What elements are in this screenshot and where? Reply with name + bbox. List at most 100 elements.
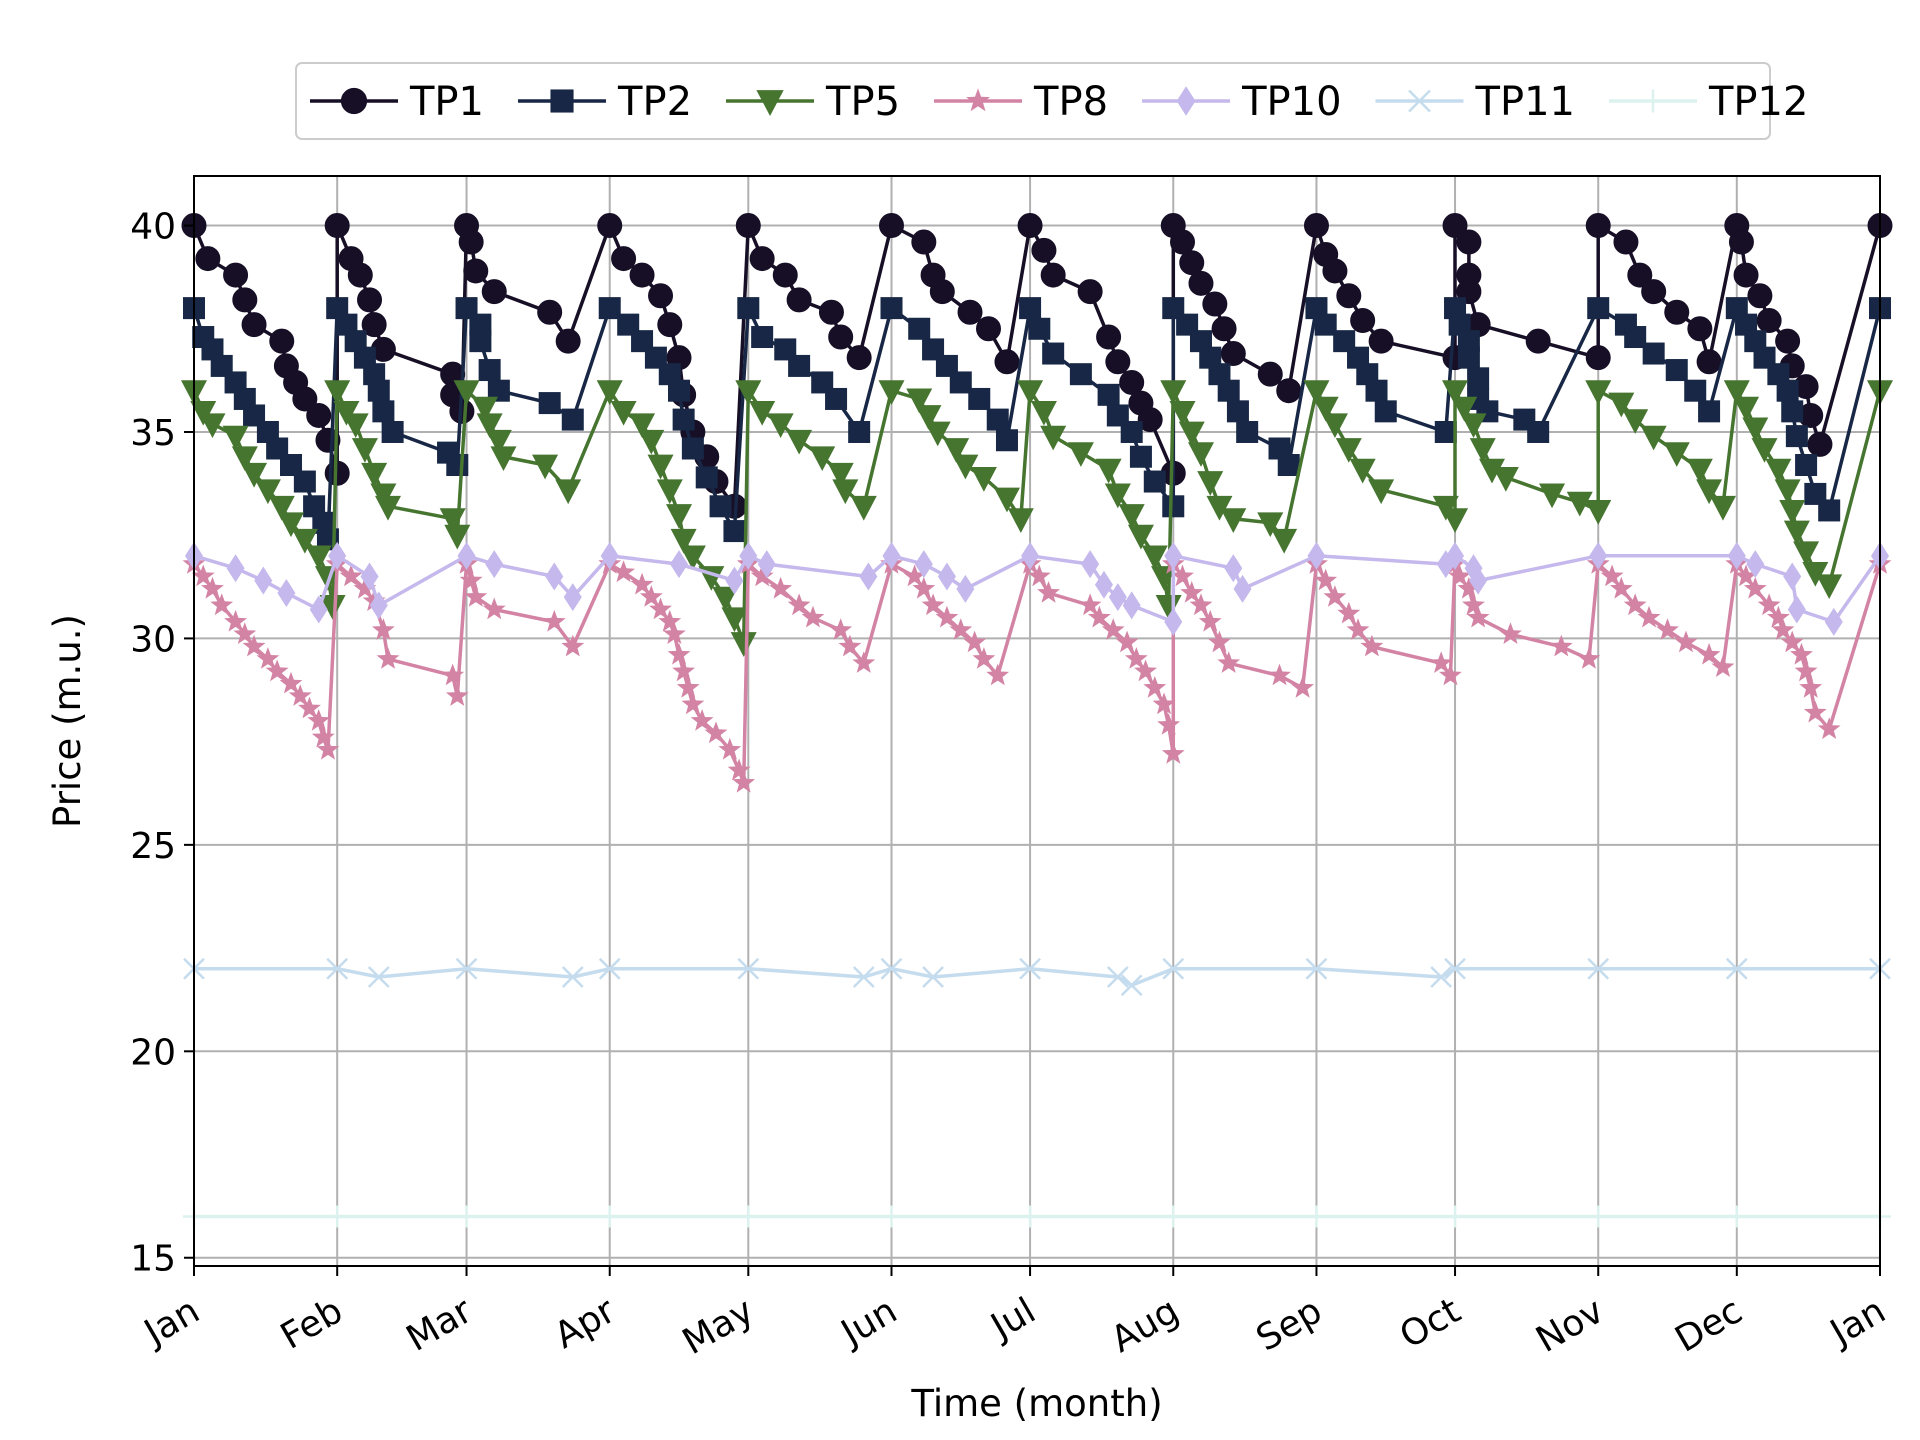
data-point-tp11 xyxy=(1444,957,1466,980)
data-point-tp2 xyxy=(335,313,358,336)
legend-label-tp5: TP5 xyxy=(825,79,900,125)
data-point-tp1 xyxy=(1442,213,1468,239)
data-point-tp2 xyxy=(1744,330,1767,353)
data-point-tp2 xyxy=(1457,330,1480,353)
data-point-tp8 xyxy=(1314,568,1338,591)
data-point-tp1 xyxy=(846,345,872,371)
data-point-tp2 xyxy=(598,297,621,320)
data-point-tp1 xyxy=(786,287,812,313)
data-point-tp1 xyxy=(1137,407,1163,433)
data-point-tp5 xyxy=(1271,528,1298,554)
data-point-tp5 xyxy=(472,396,499,422)
data-point-tp2 xyxy=(995,429,1018,452)
data-point-tp5 xyxy=(850,495,877,521)
data-point-tp1 xyxy=(1211,316,1237,342)
data-point-tp2 xyxy=(363,363,386,386)
data-point-tp2 xyxy=(487,379,510,402)
data-point-tp1 xyxy=(1040,262,1066,288)
data-point-tp10 xyxy=(859,562,878,591)
data-point-tp2 xyxy=(751,326,774,349)
data-point-tp8 xyxy=(852,651,876,673)
data-point-tp2 xyxy=(201,338,224,361)
data-point-tp8 xyxy=(963,630,987,653)
data-point-tp8 xyxy=(1323,585,1347,607)
data-point-tp8 xyxy=(972,647,996,669)
data-point-tp1 xyxy=(269,328,295,354)
data-point-tp5 xyxy=(199,413,226,439)
data-point-tp2 xyxy=(266,437,289,460)
x-tick-label: Feb xyxy=(274,1290,350,1357)
data-point-tp8 xyxy=(912,576,936,599)
legend-label-tp12: TP12 xyxy=(1708,79,1808,125)
data-point-tp2 xyxy=(1767,363,1790,386)
data-point-tp5 xyxy=(670,528,697,554)
data-point-tp8 xyxy=(1027,564,1051,587)
data-point-tp8 xyxy=(1457,576,1481,599)
data-point-tp5 xyxy=(333,400,360,426)
data-point-tp8 xyxy=(935,605,959,628)
data-point-tp11 xyxy=(455,957,478,980)
data-point-tp8 xyxy=(1734,564,1758,587)
data-point-tp2 xyxy=(1735,313,1758,336)
data-point-tp8 xyxy=(1439,663,1462,686)
data-point-tp5 xyxy=(970,467,997,492)
data-point-tp5 xyxy=(1460,413,1487,439)
data-point-tp2 xyxy=(303,495,326,518)
data-point-tp5 xyxy=(638,429,665,455)
data-point-tp8 xyxy=(787,593,811,616)
x-tick-label: May xyxy=(676,1290,761,1363)
data-point-tp8 xyxy=(727,758,751,781)
data-point-tp2 xyxy=(1097,383,1120,406)
data-point-tp8 xyxy=(1466,605,1490,628)
data-point-tp10 xyxy=(254,566,273,595)
data-point-tp1 xyxy=(1613,229,1639,255)
data-point-tp8 xyxy=(316,737,340,760)
series-tp10 xyxy=(185,541,1889,636)
data-point-tp2 xyxy=(1305,297,1328,320)
data-point-tp8 xyxy=(1637,605,1661,628)
data-point-tp2 xyxy=(446,454,469,477)
data-point-tp2 xyxy=(1804,482,1827,505)
data-point-tp8 xyxy=(265,659,289,682)
data-point-tp8 xyxy=(1743,576,1767,599)
data-point-tp5 xyxy=(1303,380,1330,405)
data-point-tp2 xyxy=(1753,346,1776,369)
data-point-tp5 xyxy=(1765,458,1792,484)
data-point-tp10 xyxy=(882,541,901,570)
x-tick-label: Aug xyxy=(1104,1290,1185,1361)
data-point-tp5 xyxy=(1118,504,1145,529)
data-point-tp1 xyxy=(1096,324,1122,350)
data-point-tp12 xyxy=(1162,1205,1185,1228)
data-point-tp8 xyxy=(191,564,215,587)
data-point-tp5 xyxy=(1257,512,1284,538)
data-point-tp1 xyxy=(1188,270,1214,296)
data-point-tp5 xyxy=(1566,491,1593,517)
data-point-tp8 xyxy=(1115,630,1139,653)
data-point-tp2 xyxy=(1226,400,1249,423)
data-point-tp8 xyxy=(1794,659,1818,682)
data-point-tp8 xyxy=(1499,622,1522,644)
data-point-tp1 xyxy=(1687,316,1713,342)
data-point-tp2 xyxy=(353,346,376,369)
data-point-tp8 xyxy=(288,684,312,706)
data-point-tp10 xyxy=(1746,550,1765,579)
x-tick-label: Sep xyxy=(1250,1290,1329,1359)
data-point-tp12 xyxy=(326,1205,349,1228)
data-point-tp5 xyxy=(1585,500,1612,525)
data-point-tp8 xyxy=(1623,593,1647,616)
data-point-tp5 xyxy=(735,380,762,405)
data-point-tp2 xyxy=(1143,470,1166,493)
legend-marker-tp2 xyxy=(550,89,574,113)
data-point-tp2 xyxy=(1467,367,1490,390)
data-point-tp5 xyxy=(1608,392,1635,418)
data-point-tp8 xyxy=(1291,676,1314,698)
data-point-tp5 xyxy=(1816,574,1843,600)
data-point-tp10 xyxy=(600,541,619,570)
data-point-tp10 xyxy=(1164,607,1183,636)
data-point-tp5 xyxy=(1783,520,1810,546)
data-point-tp5 xyxy=(767,413,794,439)
data-point-tp12 xyxy=(598,1205,621,1228)
data-point-tp5 xyxy=(1220,508,1247,533)
data-point-tp5 xyxy=(1368,479,1395,505)
data-point-tp1 xyxy=(1664,299,1690,325)
